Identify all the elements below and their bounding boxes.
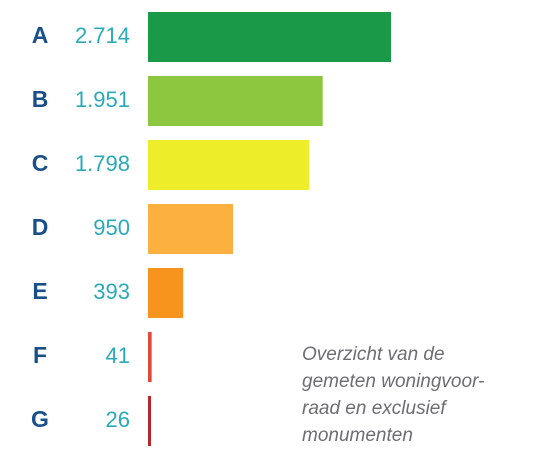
bar	[148, 12, 391, 62]
value-label: 1.798	[75, 151, 130, 176]
value-label: 2.714	[75, 23, 130, 48]
category-label: G	[31, 406, 49, 432]
category-label: D	[32, 214, 49, 240]
bar	[148, 268, 184, 318]
value-label: 393	[93, 279, 130, 304]
annotation: gemeten woningvoor-	[302, 371, 484, 392]
category-label: C	[32, 150, 49, 176]
value-label: 1.951	[75, 87, 130, 112]
annotation: raad en exclusief	[302, 398, 447, 419]
bar	[148, 76, 323, 126]
bar	[148, 332, 152, 382]
annotation: Overzicht van de	[302, 344, 445, 365]
bar	[148, 140, 309, 190]
bar	[148, 396, 151, 446]
bar	[148, 204, 234, 254]
value-label: 41	[106, 343, 130, 368]
category-label: B	[32, 86, 49, 112]
category-label: F	[33, 342, 47, 368]
category-label: A	[32, 22, 49, 48]
value-label: 26	[106, 407, 130, 432]
annotation: monumenten	[302, 425, 413, 446]
value-label: 950	[93, 215, 130, 240]
category-label: E	[32, 278, 47, 304]
